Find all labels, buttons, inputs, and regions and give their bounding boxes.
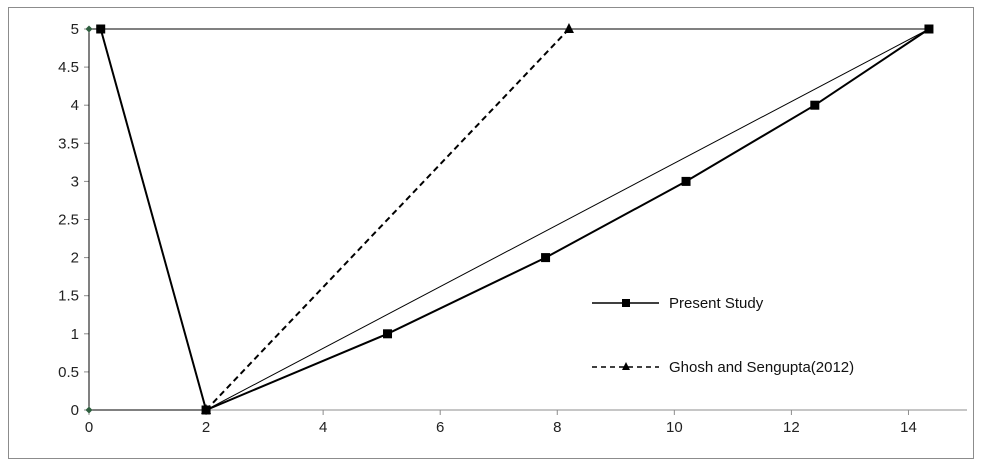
data-point-diamond [85, 25, 93, 33]
y-tick-label: 0 [71, 402, 79, 419]
y-tick-label: 0.5 [58, 364, 79, 381]
y-tick-label: 1.5 [58, 288, 79, 305]
x-tick-label: 4 [319, 419, 327, 436]
y-tick-label: 2.5 [58, 212, 79, 229]
y-tick-label: 2 [71, 250, 79, 267]
legend-marker-present-study [622, 299, 630, 307]
x-tick-label: 2 [202, 419, 210, 436]
legend: Present Study Ghosh and Sengupta(2012) [592, 295, 854, 376]
series-line-0 [99, 28, 930, 412]
chart-frame: 0 0.5 1 1.5 2 2.5 3 3.5 4 4.5 5 0 2 4 6 8 10 12 14 Present… [8, 7, 974, 459]
series-layer [85, 23, 934, 415]
y-tick-label: 4 [71, 97, 79, 114]
y-tick-label: 1 [71, 326, 79, 343]
legend-label-ghosh-sengupta: Ghosh and Sengupta(2012) [669, 359, 854, 376]
x-tick-label: 14 [900, 419, 917, 436]
series-line-1 [205, 28, 570, 411]
legend-marker-ghosh-sengupta [622, 362, 630, 370]
data-point-square [383, 329, 393, 339]
line-chart: 0 0.5 1 1.5 2 2.5 3 3.5 4 4.5 5 0 2 4 6 8 10 12 14 Present… [58, 21, 967, 436]
x-tick-label: 10 [666, 419, 683, 436]
y-tick-label: 3.5 [58, 135, 79, 152]
data-point-square [810, 100, 820, 110]
x-tick-label: 12 [783, 419, 800, 436]
data-point-square [96, 24, 106, 34]
data-point-square [201, 405, 211, 415]
legend-label-present-study: Present Study [669, 295, 764, 312]
y-tick-label: 4.5 [58, 59, 79, 76]
y-tick-label: 3 [71, 173, 79, 190]
series-line-2 [88, 28, 930, 411]
data-point-square [541, 253, 551, 263]
x-tick-label: 0 [85, 419, 93, 436]
y-tick-label: 5 [71, 21, 79, 38]
data-point-square [924, 24, 934, 34]
data-point-square [681, 176, 691, 186]
x-tick-label: 8 [553, 419, 561, 436]
data-point-triangle [563, 23, 574, 33]
x-tick-label: 6 [436, 419, 444, 436]
axes: 0 0.5 1 1.5 2 2.5 3 3.5 4 4.5 5 0 2 4 6 8 10 12 14 [58, 21, 967, 436]
data-point-diamond [85, 406, 93, 414]
